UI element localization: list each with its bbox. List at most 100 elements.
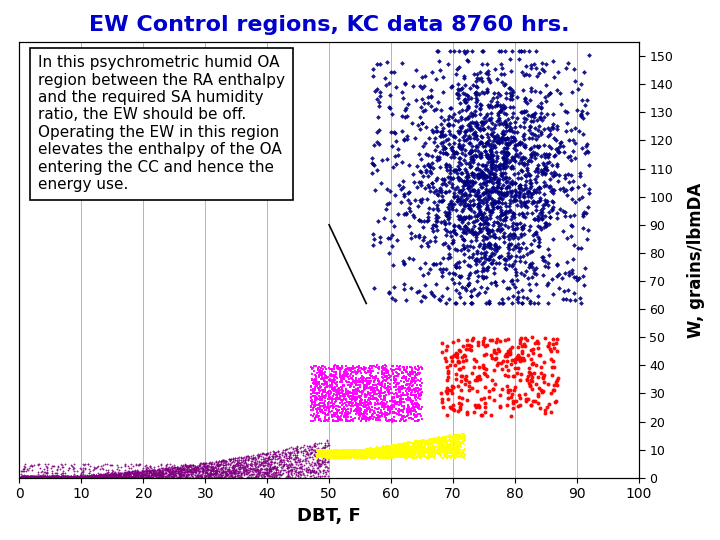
Point (402, 384, 414, 393)
Point (225, 469, 237, 478)
Point (312, 453, 323, 461)
Point (384, 403, 395, 412)
Point (180, 465, 192, 474)
Point (384, 383, 396, 391)
Point (377, 398, 388, 407)
Point (46, 471, 58, 480)
Point (418, 451, 429, 460)
Point (500, 122, 512, 131)
Point (416, 402, 428, 411)
Point (225, 467, 237, 475)
Point (90, 472, 102, 481)
Point (533, 132, 544, 140)
Point (311, 455, 323, 464)
Point (480, 117, 492, 126)
Point (287, 444, 299, 453)
Point (518, 108, 530, 117)
Point (480, 147, 491, 156)
Point (364, 379, 376, 387)
Point (462, 274, 474, 282)
Point (252, 473, 264, 482)
Point (191, 465, 202, 474)
Point (156, 470, 167, 478)
Point (48, 472, 59, 481)
Point (399, 285, 410, 293)
Point (384, 450, 395, 459)
Point (399, 391, 410, 400)
Point (109, 469, 120, 478)
Point (314, 448, 325, 457)
Point (184, 460, 196, 469)
Point (441, 438, 452, 447)
Point (386, 452, 397, 461)
Point (65, 473, 76, 482)
Point (557, 141, 569, 150)
Point (323, 399, 334, 408)
Point (403, 204, 415, 212)
Point (464, 227, 475, 235)
Point (174, 472, 186, 481)
Point (441, 451, 453, 460)
Point (512, 354, 523, 362)
Point (402, 445, 414, 454)
Point (76, 472, 88, 481)
Point (269, 451, 281, 460)
Point (480, 173, 492, 181)
Point (445, 442, 456, 450)
Point (344, 451, 356, 460)
Point (359, 393, 371, 402)
Point (140, 473, 151, 482)
Point (551, 339, 562, 347)
Point (397, 411, 408, 420)
Point (331, 394, 343, 403)
Point (457, 449, 469, 458)
Point (122, 469, 133, 478)
Point (435, 197, 446, 205)
Point (373, 444, 384, 453)
Point (432, 441, 444, 449)
Point (27, 474, 39, 482)
Point (425, 287, 436, 296)
Point (483, 239, 495, 247)
Point (397, 382, 408, 391)
Point (522, 169, 534, 178)
Point (538, 182, 549, 191)
Point (364, 371, 376, 380)
Point (540, 256, 552, 265)
Point (380, 400, 392, 408)
Point (443, 187, 454, 195)
Point (505, 206, 516, 214)
Point (482, 192, 493, 200)
Point (492, 183, 503, 191)
Point (374, 389, 386, 398)
Point (205, 460, 217, 468)
Point (100, 470, 112, 479)
Point (374, 447, 386, 456)
Point (353, 448, 364, 456)
Point (351, 448, 363, 456)
Point (400, 209, 412, 218)
Point (474, 208, 485, 217)
Point (492, 164, 504, 173)
Point (370, 444, 382, 453)
Point (307, 467, 318, 475)
Point (402, 445, 413, 454)
Point (408, 391, 420, 400)
Point (418, 436, 429, 444)
Point (465, 299, 477, 308)
Point (373, 364, 384, 373)
Point (230, 466, 242, 475)
Point (27, 472, 39, 481)
Point (482, 123, 494, 131)
Point (392, 389, 403, 398)
Point (382, 447, 393, 456)
Point (327, 453, 338, 462)
Point (32, 472, 43, 481)
Point (96, 471, 107, 480)
Point (378, 362, 390, 371)
Point (171, 462, 182, 471)
Point (337, 446, 348, 455)
Point (516, 286, 528, 294)
Point (454, 224, 466, 233)
Point (374, 97, 385, 106)
